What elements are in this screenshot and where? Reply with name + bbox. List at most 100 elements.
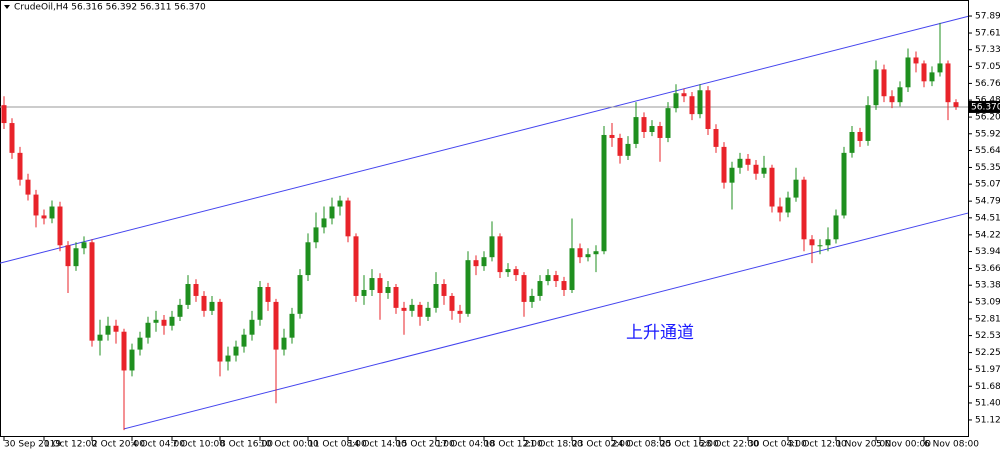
channel-lower	[123, 212, 969, 430]
candle-body	[897, 87, 903, 103]
candle-body	[409, 304, 415, 311]
candle-body	[497, 236, 503, 273]
candle-body	[345, 200, 351, 237]
candle-body	[97, 334, 103, 341]
candle-body	[881, 69, 887, 97]
y-tick-label: 51.120	[975, 415, 1000, 425]
x-tick-label: 7 Oct 10:00	[172, 440, 225, 450]
x-tick-label: 11 Oct 08:00	[308, 440, 367, 450]
candle-body	[129, 349, 135, 371]
x-tick-label: 14 Oct 14:00	[348, 440, 407, 450]
candle-body	[825, 239, 831, 246]
candle-body	[905, 57, 911, 88]
candle-body	[169, 316, 175, 326]
y-tick-label: 51.685	[975, 382, 1000, 392]
x-tick-label: 15 Oct 20:00	[396, 440, 455, 450]
y-tick-label: 51.970	[975, 365, 1000, 375]
menu-triangle[interactable]	[4, 5, 10, 9]
candle-body	[321, 218, 327, 228]
candle-body	[561, 281, 567, 290]
candle-body	[553, 275, 559, 282]
x-tick-label: 5 Nov 00:00	[876, 440, 931, 450]
candle-body	[281, 337, 287, 350]
candle-body	[801, 179, 807, 240]
candle-body	[473, 260, 479, 267]
candle-body	[537, 281, 543, 296]
y-tick-label: 52.815	[975, 314, 1000, 324]
candle-body	[913, 57, 919, 64]
y-tick-label: 57.895	[975, 12, 1000, 22]
candle-body	[449, 295, 455, 311]
candle-body	[257, 287, 263, 320]
x-tick-label: 21 Oct 18:00	[524, 440, 583, 450]
x-tick-label: 17 Oct 04:00	[436, 440, 495, 450]
candle-body	[153, 319, 159, 323]
candle-body	[681, 93, 687, 97]
candle-body	[697, 90, 703, 115]
candle-body	[649, 126, 655, 132]
candle-body	[49, 206, 55, 219]
x-tick-label: 25 Oct 16:00	[660, 440, 719, 450]
x-tick-label: 6 Nov 08:00	[924, 440, 979, 450]
candle-body	[817, 245, 823, 247]
candle-body	[89, 242, 95, 341]
candle-body	[329, 206, 335, 219]
candle-body	[809, 239, 815, 246]
x-tick-label: 10 Oct 00:00	[260, 440, 319, 450]
candle-body	[545, 275, 551, 282]
candle-body	[337, 200, 343, 207]
candle-body	[465, 260, 471, 314]
candle-body	[305, 242, 311, 276]
candle-body	[353, 236, 359, 296]
candle-body	[297, 275, 303, 314]
candle-body	[721, 146, 727, 183]
x-tick-label: 30 Oct 04:00	[748, 440, 807, 450]
candle-body	[945, 63, 951, 103]
candle-body	[385, 287, 391, 293]
candle-body	[249, 319, 255, 335]
candle-body	[777, 206, 783, 213]
candle-body	[361, 289, 367, 296]
y-tick-label: 57.610	[975, 29, 1000, 39]
candle-body	[201, 295, 207, 311]
chart-title: CrudeOil,H4 56.316 56.392 56.311 56.370	[14, 3, 206, 13]
y-tick-label: 55.640	[975, 146, 1000, 156]
candle-body	[593, 251, 599, 255]
candle-body	[241, 334, 247, 347]
y-tick-label: 51.405	[975, 398, 1000, 408]
candle-body	[1, 105, 7, 124]
y-tick-label: 54.510	[975, 213, 1000, 223]
candle-body	[273, 301, 279, 350]
candle-body	[857, 131, 863, 141]
candle-body	[633, 117, 639, 144]
candle-body	[425, 307, 431, 317]
last-price-box	[969, 100, 1000, 113]
x-tick-label: 30 Sep 2019	[4, 440, 61, 450]
y-tick-label: 52.535	[975, 331, 1000, 341]
x-tick-label: 23 Oct 02:00	[572, 440, 631, 450]
candle-body	[17, 152, 23, 180]
last-price-label: 56.370	[971, 102, 1000, 112]
candle-body	[105, 325, 111, 335]
candle-body	[569, 248, 575, 290]
candle-body	[657, 126, 663, 138]
candle-body	[889, 96, 895, 103]
y-tick-label: 53.660	[975, 264, 1000, 274]
candle-body	[705, 90, 711, 130]
candle-body	[785, 197, 791, 213]
candle-body	[505, 269, 511, 273]
candle-body	[81, 242, 87, 249]
candle-body	[401, 307, 407, 311]
candle-body	[673, 93, 679, 109]
candle-body	[73, 248, 79, 267]
candle-body	[217, 301, 223, 362]
y-tick-label: 57.050	[975, 62, 1000, 72]
candle-body	[113, 325, 119, 332]
candle-body	[713, 129, 719, 147]
candle-body	[57, 206, 63, 246]
candle-body	[609, 134, 615, 138]
y-tick-label: 55.920	[975, 129, 1000, 139]
candle-body	[753, 164, 759, 174]
candle-body	[457, 310, 463, 314]
